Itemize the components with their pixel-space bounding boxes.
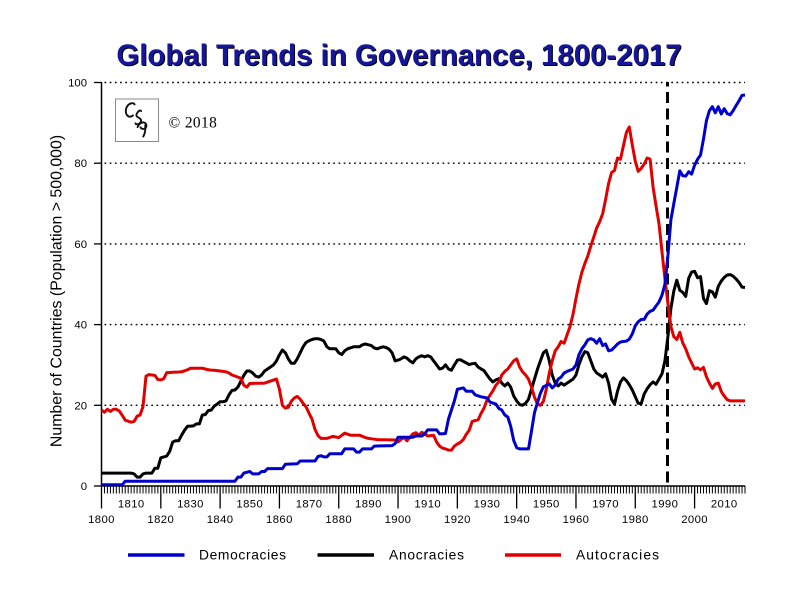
svg-text:© 2018: © 2018 bbox=[169, 115, 218, 132]
svg-text:1820: 1820 bbox=[147, 514, 174, 526]
svg-text:1810: 1810 bbox=[118, 499, 145, 511]
svg-text:80: 80 bbox=[74, 158, 87, 170]
svg-text:1840: 1840 bbox=[207, 514, 234, 526]
svg-text:1990: 1990 bbox=[652, 499, 679, 511]
svg-text:1890: 1890 bbox=[355, 499, 382, 511]
svg-text:Global Trends in Governance, 1: Global Trends in Governance, 1800-2017 bbox=[116, 39, 681, 72]
svg-text:1940: 1940 bbox=[503, 514, 530, 526]
svg-text:Democracies: Democracies bbox=[199, 548, 287, 563]
svg-text:1980: 1980 bbox=[622, 514, 649, 526]
svg-text:Number of Countries (Populatio: Number of Countries (Population > 500,00… bbox=[49, 135, 66, 447]
svg-text:100: 100 bbox=[68, 78, 87, 90]
svg-text:2010: 2010 bbox=[711, 499, 738, 511]
svg-text:0: 0 bbox=[81, 481, 87, 493]
svg-text:1900: 1900 bbox=[385, 514, 412, 526]
svg-text:1850: 1850 bbox=[236, 499, 263, 511]
svg-text:1860: 1860 bbox=[266, 514, 293, 526]
svg-text:1960: 1960 bbox=[563, 514, 590, 526]
svg-text:2000: 2000 bbox=[681, 514, 708, 526]
svg-text:1830: 1830 bbox=[177, 499, 204, 511]
svg-text:Anocracies: Anocracies bbox=[389, 548, 465, 563]
svg-text:1920: 1920 bbox=[444, 514, 471, 526]
svg-text:1950: 1950 bbox=[533, 499, 560, 511]
svg-text:1910: 1910 bbox=[414, 499, 441, 511]
svg-text:40: 40 bbox=[74, 320, 87, 332]
svg-text:20: 20 bbox=[74, 400, 87, 412]
svg-text:1880: 1880 bbox=[325, 514, 352, 526]
svg-text:1800: 1800 bbox=[88, 514, 115, 526]
svg-text:1930: 1930 bbox=[474, 499, 501, 511]
svg-text:1870: 1870 bbox=[296, 499, 323, 511]
svg-text:1970: 1970 bbox=[592, 499, 619, 511]
svg-text:60: 60 bbox=[74, 239, 87, 251]
svg-text:Autocracies: Autocracies bbox=[576, 548, 660, 563]
